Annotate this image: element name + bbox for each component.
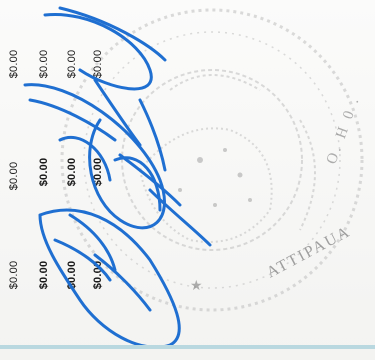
svg-text:★: ★ (190, 279, 203, 294)
footer-rule (0, 345, 375, 349)
